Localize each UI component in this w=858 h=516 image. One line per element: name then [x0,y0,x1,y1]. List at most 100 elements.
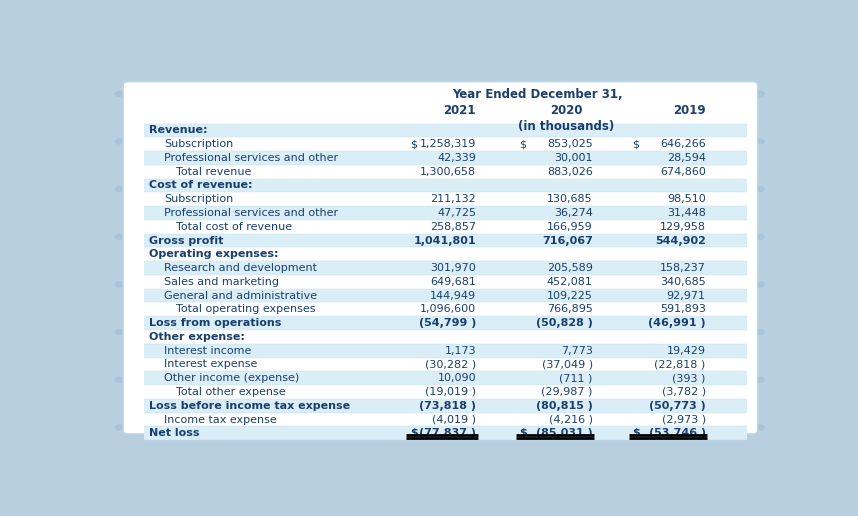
Text: Professional services and other: Professional services and other [164,208,338,218]
Text: Loss before income tax expense: Loss before income tax expense [149,401,350,411]
Text: (4,216 ): (4,216 ) [548,414,593,425]
Text: General and administrative: General and administrative [164,291,317,301]
Text: 1,096,600: 1,096,600 [420,304,476,314]
Text: 109,225: 109,225 [547,291,593,301]
Text: Total other expense: Total other expense [176,387,286,397]
Bar [144,206,747,220]
Text: $: $ [632,139,639,149]
Circle shape [756,425,764,430]
Text: 340,685: 340,685 [660,277,705,287]
Text: $: $ [410,428,418,438]
Text: Subscription: Subscription [164,139,233,149]
Text: (29,987 ): (29,987 ) [541,387,593,397]
Text: Subscription: Subscription [164,194,233,204]
Circle shape [756,282,764,287]
Text: (711 ): (711 ) [559,373,593,383]
Circle shape [115,377,124,382]
Circle shape [756,187,764,191]
Text: Other expense:: Other expense: [149,332,245,342]
Circle shape [756,234,764,239]
Text: 2019: 2019 [673,104,705,118]
Text: 716,067: 716,067 [541,235,593,246]
Text: (37,049 ): (37,049 ) [541,360,593,369]
Bar [144,426,747,440]
Text: 591,893: 591,893 [660,304,705,314]
Text: 452,081: 452,081 [547,277,593,287]
Text: 301,970: 301,970 [431,263,476,273]
Text: 1,258,319: 1,258,319 [420,139,476,149]
Text: (22,818 ): (22,818 ) [655,360,705,369]
Bar [144,261,747,275]
Bar [144,123,747,137]
Circle shape [115,282,124,287]
Text: Total operating expenses: Total operating expenses [176,304,315,314]
Circle shape [115,91,124,96]
Circle shape [756,377,764,382]
Text: Cost of revenue:: Cost of revenue: [149,181,252,190]
Text: (85,031 ): (85,031 ) [536,428,593,438]
Text: 646,266: 646,266 [660,139,705,149]
Text: Total cost of revenue: Total cost of revenue [176,222,292,232]
Text: Gross profit: Gross profit [149,235,224,246]
Text: (19,019 ): (19,019 ) [426,387,476,397]
Text: Operating expenses:: Operating expenses: [149,249,279,260]
Text: (2,973 ): (2,973 ) [662,414,705,425]
Bar [144,344,747,358]
Text: 649,681: 649,681 [431,277,476,287]
Text: $: $ [632,428,640,438]
Text: Total revenue: Total revenue [176,167,251,176]
Text: 36,274: 36,274 [553,208,593,218]
Text: 31,448: 31,448 [667,208,705,218]
Text: 10,090: 10,090 [438,373,476,383]
Text: 1,173: 1,173 [444,346,476,356]
Text: 144,949: 144,949 [430,291,476,301]
Text: 158,237: 158,237 [660,263,705,273]
Circle shape [115,187,124,191]
Circle shape [756,139,764,144]
Text: Year Ended December 31,: Year Ended December 31, [452,88,623,101]
Circle shape [756,330,764,334]
Text: Interest expense: Interest expense [164,360,257,369]
Text: 166,959: 166,959 [547,222,593,232]
Text: Income tax expense: Income tax expense [164,414,276,425]
Text: 7,773: 7,773 [561,346,593,356]
Bar [144,289,747,302]
Text: 544,902: 544,902 [655,235,705,246]
Text: (73,818 ): (73,818 ) [420,401,476,411]
Bar [144,316,747,330]
Text: (54,799 ): (54,799 ) [419,318,476,328]
Bar [144,372,747,385]
Text: 1,300,658: 1,300,658 [420,167,476,176]
Circle shape [115,139,124,144]
Bar [144,399,747,413]
Text: 883,026: 883,026 [547,167,593,176]
Text: Loss from operations: Loss from operations [149,318,281,328]
Text: 766,895: 766,895 [547,304,593,314]
FancyBboxPatch shape [124,82,758,434]
Text: Research and development: Research and development [164,263,317,273]
Text: (77,837 ): (77,837 ) [420,428,476,438]
Text: 205,589: 205,589 [547,263,593,273]
Text: 2020: 2020 [550,104,583,118]
Text: 674,860: 674,860 [660,167,705,176]
Text: 30,001: 30,001 [554,153,593,163]
Text: (4,019 ): (4,019 ) [432,414,476,425]
Text: Net loss: Net loss [149,428,200,438]
Text: 258,857: 258,857 [431,222,476,232]
Text: $: $ [520,139,527,149]
Text: 130,685: 130,685 [547,194,593,204]
Text: $: $ [410,139,417,149]
Circle shape [115,330,124,334]
Text: 2021: 2021 [444,104,476,118]
Text: Other income (expense): Other income (expense) [164,373,299,383]
Text: 853,025: 853,025 [547,139,593,149]
Text: 129,958: 129,958 [660,222,705,232]
Text: (393 ): (393 ) [673,373,705,383]
Text: 92,971: 92,971 [667,291,705,301]
Text: (50,828 ): (50,828 ) [535,318,593,328]
Text: 28,594: 28,594 [667,153,705,163]
Circle shape [756,91,764,96]
Text: (46,991 ): (46,991 ) [648,318,705,328]
Text: 211,132: 211,132 [431,194,476,204]
Bar [144,179,747,192]
